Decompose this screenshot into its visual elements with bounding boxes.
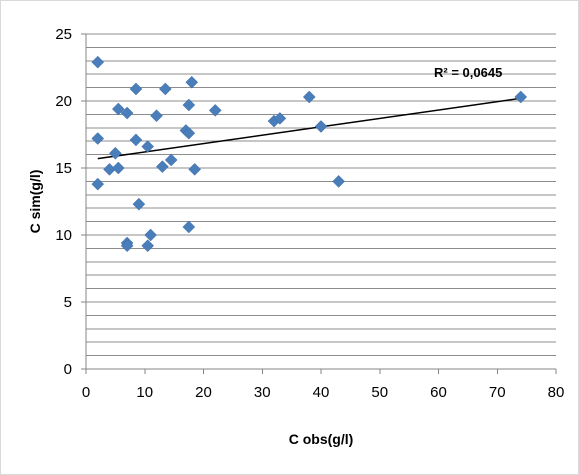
trendline [97, 97, 521, 160]
y-axis-title: C sim(g/l) [27, 170, 43, 234]
data-point [141, 140, 155, 153]
data-point [185, 75, 199, 89]
data-point [111, 102, 125, 116]
axes [81, 33, 557, 374]
x-tick-label: 20 [195, 384, 212, 401]
data-point [514, 90, 528, 104]
tick-labels: 0 10 20 30 40 50 60 70 80 0 5 10 15 20 25 [55, 26, 564, 401]
data-point [120, 106, 134, 120]
data-point [111, 161, 125, 175]
data-point [144, 228, 157, 242]
x-tick-label: 70 [489, 384, 506, 401]
data-point [91, 132, 105, 145]
grid-lines [86, 33, 556, 357]
data-point [332, 175, 345, 188]
x-tick-label: 50 [371, 384, 388, 401]
data-point [182, 126, 196, 140]
trendline-group [97, 97, 521, 160]
x-tick-label: 30 [254, 384, 271, 401]
data-point [91, 177, 105, 191]
data-point [164, 153, 178, 167]
data-point [150, 109, 163, 123]
data-point [273, 112, 287, 125]
data-point [208, 104, 222, 117]
data-point [158, 82, 172, 96]
data-point [109, 146, 122, 160]
x-tick-label: 0 [82, 384, 90, 401]
x-axis-title: C obs(g/l) [289, 431, 354, 447]
data-point [156, 160, 169, 174]
data-point [182, 220, 196, 234]
y-tick-label: 20 [55, 93, 72, 110]
data-point [314, 120, 328, 133]
y-tick-label: 25 [55, 26, 72, 43]
data-point [188, 162, 202, 176]
data-point [302, 90, 316, 104]
y-tick-label: 5 [64, 294, 72, 311]
data-point [129, 133, 143, 147]
x-tick-label: 80 [548, 384, 565, 401]
data-point [129, 82, 143, 96]
r-squared-label: R² = 0,0645 [434, 65, 502, 80]
y-tick-label: 0 [64, 361, 72, 378]
y-tick-label: 15 [55, 160, 72, 177]
x-tick-label: 10 [136, 384, 153, 401]
data-point [182, 98, 196, 112]
data-point [132, 197, 146, 211]
data-points [91, 55, 528, 253]
data-point [91, 55, 105, 69]
x-tick-label: 60 [430, 384, 447, 401]
data-point [120, 239, 134, 253]
y-tick-label: 10 [55, 227, 72, 244]
data-point [141, 239, 155, 253]
x-tick-label: 40 [313, 384, 330, 401]
